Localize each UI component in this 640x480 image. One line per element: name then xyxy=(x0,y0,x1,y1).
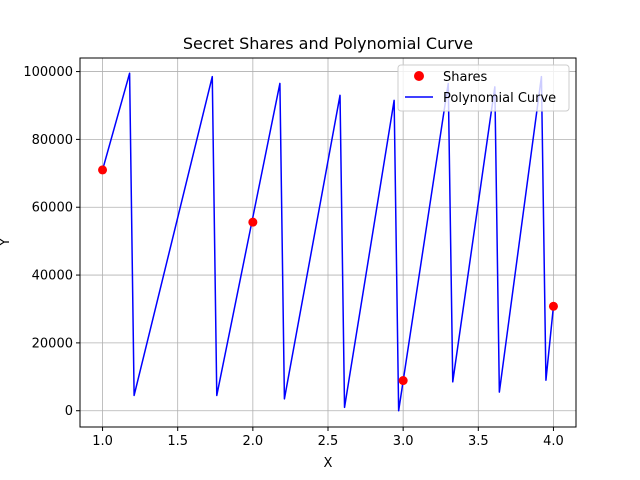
chart-title: Secret Shares and Polynomial Curve xyxy=(183,34,473,53)
share-point xyxy=(248,217,258,227)
y-tick-label: 80000 xyxy=(32,133,73,148)
share-point xyxy=(548,301,558,311)
legend-shares-label: Shares xyxy=(443,70,488,85)
legend-curve-label: Polynomial Curve xyxy=(443,91,556,106)
x-axis: 1.0 1.5 2.0 2.5 3.0 3.5 4.0 xyxy=(92,427,564,449)
y-tick-label: 0 xyxy=(65,404,73,419)
x-tick-label: 3.0 xyxy=(393,434,414,449)
x-tick-label: 2.0 xyxy=(243,434,264,449)
x-tick-label: 3.5 xyxy=(468,434,489,449)
legend: Shares Polynomial Curve xyxy=(397,64,570,112)
y-tick-label: 40000 xyxy=(32,269,73,284)
x-tick-label: 1.5 xyxy=(167,434,188,449)
x-tick-label: 1.0 xyxy=(92,434,113,449)
polynomial-curve-line xyxy=(101,72,555,412)
y-tick-label: 60000 xyxy=(32,201,73,216)
y-axis-label: Y xyxy=(0,238,13,247)
y-tick-label: 20000 xyxy=(32,336,73,351)
share-point xyxy=(398,376,408,386)
y-axis: 0 20000 40000 60000 80000 100000 xyxy=(23,65,80,419)
y-tick-label: 100000 xyxy=(23,65,73,80)
share-point xyxy=(98,165,108,175)
x-tick-label: 2.5 xyxy=(318,434,339,449)
x-axis-label: X xyxy=(324,456,333,471)
legend-box xyxy=(397,64,570,112)
plot-area xyxy=(98,72,558,412)
x-tick-label: 4.0 xyxy=(543,434,564,449)
legend-shares-marker xyxy=(414,71,424,81)
